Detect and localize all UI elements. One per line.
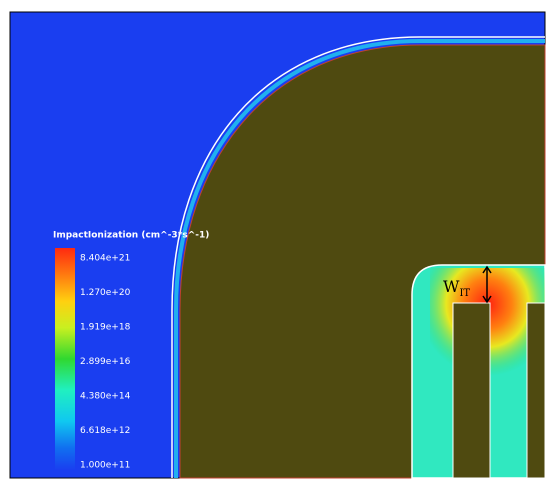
colorbar: [55, 248, 75, 470]
legend-label: 1.919e+18: [80, 323, 131, 333]
edge: [174, 39, 545, 478]
legend-label: 4.380e+14: [80, 392, 131, 402]
legend-label: 8.404e+21: [80, 254, 130, 264]
legend-title: ImpactIonization (cm^-3*s^-1): [53, 231, 209, 241]
legend-label: 2.899e+16: [80, 357, 131, 367]
legend-labels: 8.404e+21 1.270e+20 1.919e+18 2.899e+16 4.38…: [80, 254, 131, 471]
legend-label: 1.000e+11: [80, 461, 130, 471]
arrow-heads: [482, 265, 492, 304]
legend-label: 1.270e+20: [80, 288, 131, 298]
legend-label: 6.618e+12: [80, 426, 130, 436]
pillar: [526, 302, 546, 479]
outline: [171, 36, 545, 478]
annotation: WIT: [443, 277, 470, 299]
pillar: [452, 302, 491, 479]
